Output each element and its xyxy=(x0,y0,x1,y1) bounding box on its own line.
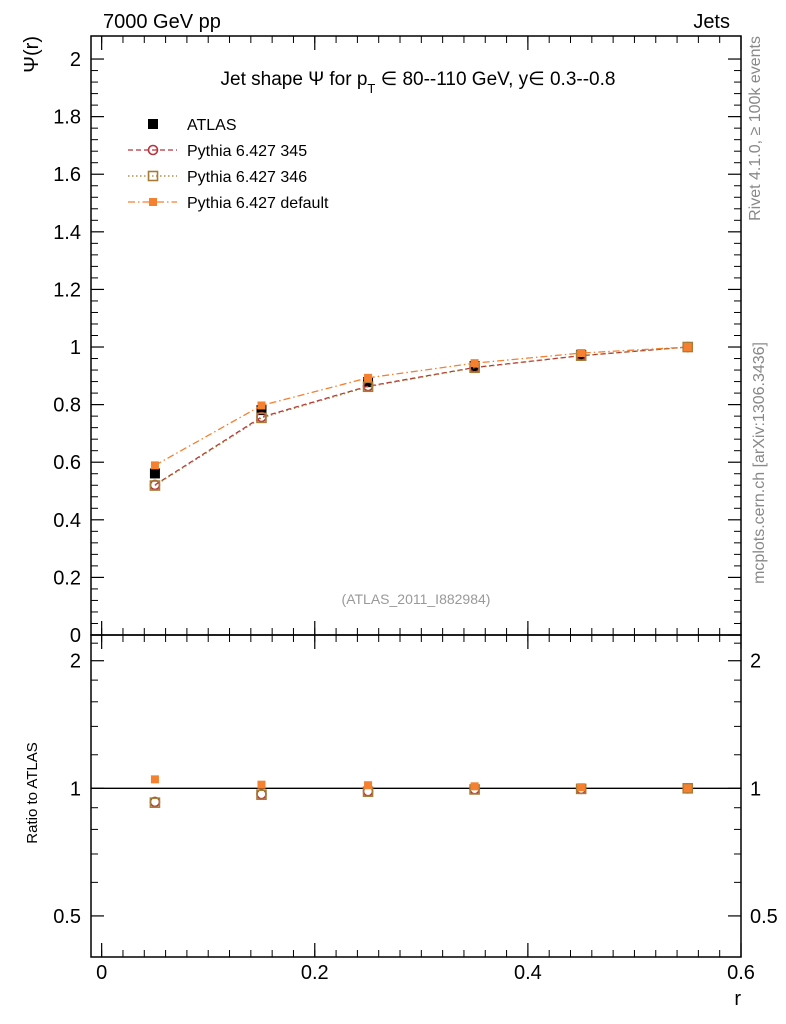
main-point-p346 xyxy=(149,480,161,491)
main-point-pdefault xyxy=(150,461,159,470)
rivet-label: Rivet 4.1.0, ≥ 100k events xyxy=(747,36,764,221)
header-right: Jets xyxy=(693,11,730,33)
main-series-p345 xyxy=(149,341,694,491)
main-title-pre: Jet shape Ψ for p xyxy=(221,69,368,90)
main-point-pdefault xyxy=(257,401,266,410)
ratio-point-p346 xyxy=(682,783,694,794)
x-axis-label: r xyxy=(734,988,741,1010)
legend-label-p346: Pythia 6.427 346 xyxy=(187,169,307,186)
ratio-series-p345 xyxy=(149,783,694,808)
ratio-ytick-label: 1 xyxy=(70,778,81,800)
main-ytick-label: 0.2 xyxy=(53,567,81,589)
ratio-frame xyxy=(90,634,742,958)
main-ytick-label: 0.8 xyxy=(53,395,81,417)
legend-marker-atlas xyxy=(148,119,158,129)
ratio-point-pdefault xyxy=(577,783,586,792)
main-series-pdefault xyxy=(150,343,692,470)
main-point-pdefault xyxy=(683,343,692,352)
main-point-pdefault xyxy=(470,359,479,368)
ratio-ylabel: Ratio to ATLAS xyxy=(24,742,41,843)
ratio-point-p346 xyxy=(256,789,267,800)
main-ytick-label: 1.2 xyxy=(53,279,81,301)
legend-label-pdefault: Pythia 6.427 default xyxy=(187,195,329,212)
main-ytick-label: 1.4 xyxy=(53,222,81,244)
x-tick-label: 0.4 xyxy=(514,962,542,984)
ratio-panel: 0.5 0.5 1 1 2 2 0 0.2 0.4 0.6 Ratio to ATLAS r xyxy=(24,634,778,1010)
main-series-atlas xyxy=(149,342,693,479)
main-ytick-label: 0 xyxy=(70,625,81,647)
main-point-atlas xyxy=(256,405,267,416)
main-ytick-label: 1 xyxy=(70,337,81,359)
ratio-ytick-label: 0.5 xyxy=(53,906,81,928)
main-line-p346 xyxy=(154,346,688,487)
legend-marker-p345 xyxy=(147,144,159,156)
main-plot-area xyxy=(149,341,694,491)
main-line-p345 xyxy=(154,346,688,486)
main-panel: 0 0.2 0.4 0.6 0.8 1 1.2 1.4 1.6 1.8 2 Jet shape Ψ … xyxy=(21,35,742,647)
x-tick-label: 0 xyxy=(96,962,107,984)
main-line-pdefault xyxy=(154,346,688,466)
main-point-atlas xyxy=(149,468,160,479)
legend-label-atlas: ATLAS xyxy=(187,117,237,134)
legend-item-pdefault: Pythia 6.427 default xyxy=(128,195,329,212)
legend-item-atlas: ATLAS xyxy=(148,117,237,134)
main-title-post: ∈ 80--110 GeV, y∈ 0.3--0.8 xyxy=(375,69,615,90)
ratio-point-pdefault xyxy=(364,781,373,790)
legend-label-p345: Pythia 6.427 345 xyxy=(187,143,307,160)
ratio-point-pdefault xyxy=(257,780,266,789)
main-axis-ticks: 0 0.2 0.4 0.6 0.8 1 1.2 1.4 1.6 1.8 2 xyxy=(53,36,742,647)
ratio-point-pdefault xyxy=(470,782,479,791)
legend-item-p345: Pythia 6.427 345 xyxy=(128,143,307,160)
main-ytick-label: 0.6 xyxy=(53,452,81,474)
ratio-ytick-label: 2 xyxy=(70,651,81,673)
main-point-pdefault xyxy=(364,373,373,382)
ratio-ytick-label-right: 0.5 xyxy=(750,906,778,928)
main-point-p346 xyxy=(682,341,694,353)
main-point-p346 xyxy=(362,381,374,393)
main-series-p346 xyxy=(149,341,694,491)
main-point-pdefault xyxy=(577,349,586,358)
main-ytick-label: 0.4 xyxy=(53,510,81,532)
ratio-point-pdefault xyxy=(683,784,692,793)
legend: ATLAS Pythia 6.427 345 Pythia 6.427 346 Pyt… xyxy=(128,117,329,212)
x-tick-label: 0.6 xyxy=(727,962,755,984)
ratio-series-p346 xyxy=(149,783,694,808)
main-ylabel: Ψ(r) xyxy=(21,36,43,73)
ratio-series-pdefault xyxy=(150,775,692,793)
watermark: (ATLAS_2011_I882984) xyxy=(342,591,491,607)
mcplots-label: mcplots.cern.ch [arXiv:1306.3436] xyxy=(751,342,768,584)
main-ytick-label: 1.8 xyxy=(53,107,81,129)
ratio-point-pdefault xyxy=(150,775,159,784)
ratio-point-p346 xyxy=(149,797,161,808)
header-left: 7000 GeV pp xyxy=(103,11,221,33)
ratio-axis-ticks: 0.5 0.5 1 1 2 2 0 0.2 0.4 0.6 xyxy=(53,635,778,984)
main-title: Jet shape Ψ for pT ∈ 80--110 GeV, y∈ 0.3… xyxy=(221,69,616,96)
legend-item-p346: Pythia 6.427 346 xyxy=(128,169,307,186)
main-ytick-label: 1.6 xyxy=(53,164,81,186)
main-title-sub: T xyxy=(367,81,375,96)
ratio-plot-area xyxy=(91,775,741,808)
main-point-p346 xyxy=(256,412,267,424)
main-ytick-label: 2 xyxy=(70,49,81,71)
ratio-ytick-label-right: 1 xyxy=(750,778,761,800)
legend-marker-p346 xyxy=(147,170,159,182)
x-tick-label: 0.2 xyxy=(301,962,329,984)
legend-marker-pdefault xyxy=(149,198,157,206)
ratio-ytick-label-right: 2 xyxy=(750,651,761,673)
